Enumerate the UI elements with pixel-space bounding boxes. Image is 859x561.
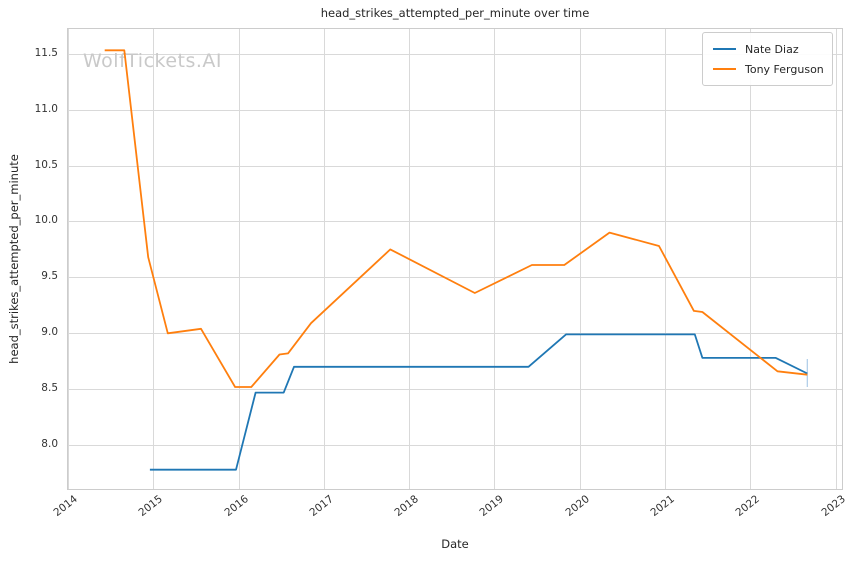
series-lines xyxy=(104,49,808,471)
legend-label: Nate Diaz xyxy=(745,42,799,56)
y-tick-label: 8.5 xyxy=(41,382,58,395)
chart-title: head_strikes_attempted_per_minute over t… xyxy=(320,6,590,20)
gridline-vertical xyxy=(750,29,752,489)
legend-item-tony-ferguson: Tony Ferguson xyxy=(703,59,832,79)
y-tick-label: 9.5 xyxy=(41,270,58,283)
legend-item-nate-diaz: Nate Diaz xyxy=(703,39,832,59)
x-tick-label: 2019 xyxy=(477,493,507,519)
x-axis-label: Date xyxy=(441,537,469,551)
gridline-horizontal xyxy=(68,221,842,223)
legend-label: Tony Ferguson xyxy=(745,62,824,76)
y-tick-label: 10.0 xyxy=(34,214,58,227)
x-tick-label: 2022 xyxy=(733,493,763,519)
gridline-horizontal xyxy=(68,165,842,167)
gridline-horizontal xyxy=(68,389,842,391)
x-tick-label: 2020 xyxy=(563,493,592,519)
x-tick-label: 2015 xyxy=(136,493,166,519)
legend: Nate Diaz Tony Ferguson xyxy=(702,32,833,86)
gridline-vertical xyxy=(494,29,496,489)
gridline-horizontal xyxy=(68,277,842,279)
y-tick-label: 8.0 xyxy=(41,438,58,451)
tony-ferguson-line-swatch xyxy=(713,68,736,70)
gridline-horizontal xyxy=(68,53,842,55)
x-tick-label: 2018 xyxy=(392,493,421,519)
gridline-vertical xyxy=(153,29,155,489)
x-tick-label: 2023 xyxy=(818,493,848,519)
y-tick-label: 11.0 xyxy=(34,102,58,115)
x-tick-label: 2014 xyxy=(51,493,80,519)
gridline-horizontal xyxy=(68,445,842,447)
y-tick-label: 9.0 xyxy=(41,326,58,339)
watermark-text: WolfTickets.AI xyxy=(83,50,223,72)
line-tony-ferguson xyxy=(104,49,808,388)
y-tick-label: 10.5 xyxy=(34,158,58,171)
gridline-vertical xyxy=(835,29,837,489)
gridline-horizontal xyxy=(68,109,842,111)
x-tick-label: 2017 xyxy=(307,493,336,519)
gridline-vertical xyxy=(68,29,69,489)
y-tick-label: 11.5 xyxy=(34,46,58,59)
x-tick-label: 2016 xyxy=(221,493,251,519)
x-tick-label: 2021 xyxy=(648,493,677,519)
nate-diaz-line-swatch xyxy=(713,48,736,50)
line-nate-diaz xyxy=(149,333,808,471)
plot-area: WolfTickets.AI Nate Diaz Tony Ferguson xyxy=(67,28,843,490)
gridline-horizontal xyxy=(68,333,842,335)
gridline-vertical xyxy=(323,29,325,489)
gridline-vertical xyxy=(579,29,581,489)
gridline-vertical xyxy=(238,29,240,489)
